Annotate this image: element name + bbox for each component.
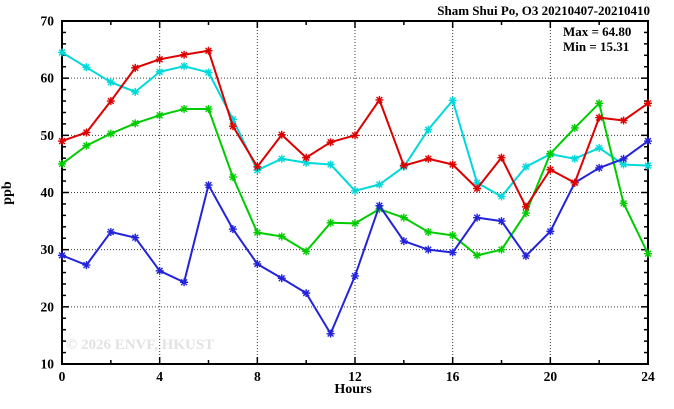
stat-box: Max = 64.80 Min = 15.31 — [563, 24, 631, 54]
y-tick-label: 50 — [41, 128, 55, 143]
x-tick-label: 24 — [641, 369, 655, 384]
y-tick-label: 10 — [41, 357, 55, 372]
x-tick-label: 8 — [254, 369, 261, 384]
chart-title: Sham Shui Po, O3 20210407-20210410 — [437, 3, 650, 18]
y-tick-label: 70 — [41, 14, 55, 29]
y-axis-label: ppb — [0, 181, 15, 205]
max-value-label: Max = 64.80 — [563, 24, 632, 39]
blue-line-markers — [58, 137, 652, 338]
watermark: © 2026 ENVF, HKUST — [66, 337, 215, 353]
x-axis-label: Hours — [334, 382, 372, 397]
x-tick-label: 16 — [446, 369, 460, 384]
y-tick-label: 20 — [41, 299, 55, 314]
x-tick-label: 0 — [59, 369, 66, 384]
y-tick-label: 30 — [41, 242, 55, 257]
x-tick-label: 12 — [348, 369, 362, 384]
x-tick-label: 20 — [544, 369, 558, 384]
y-tick-label: 60 — [41, 71, 55, 86]
y-tick-label: 40 — [41, 185, 55, 200]
x-tick-label: 4 — [156, 369, 163, 384]
red-line-markers — [58, 46, 652, 211]
min-value-label: Min = 15.31 — [563, 39, 630, 54]
